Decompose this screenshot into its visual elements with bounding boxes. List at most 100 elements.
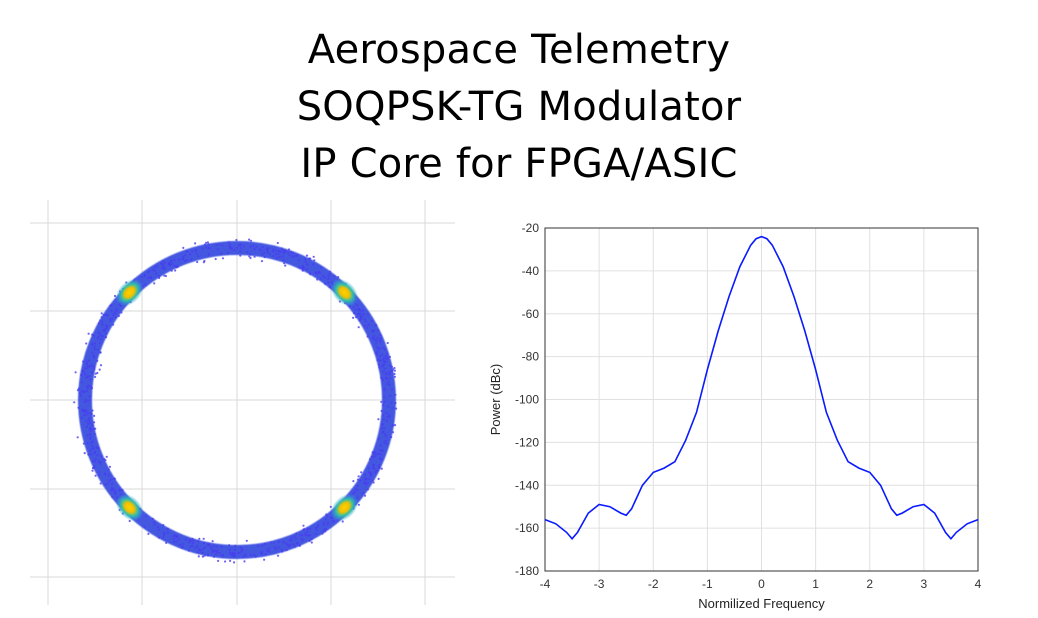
ring-sample-point bbox=[99, 319, 102, 322]
ring-sample-point bbox=[88, 420, 91, 423]
ring-sample-point bbox=[371, 329, 374, 333]
ring-sample-point bbox=[367, 471, 370, 474]
ring-sample-point bbox=[80, 381, 84, 384]
ring-sample-point bbox=[143, 525, 146, 528]
ring-sample-point bbox=[374, 339, 377, 342]
ring-sample-point bbox=[257, 545, 260, 548]
ring-sample-point bbox=[196, 545, 199, 548]
ring-sample-point bbox=[242, 245, 245, 248]
ring-sample-point bbox=[166, 527, 169, 531]
spectrum-grid bbox=[544, 227, 979, 572]
ring-sample-point bbox=[383, 433, 386, 436]
ring-sample-point bbox=[386, 382, 389, 385]
ring-sample-point bbox=[149, 275, 152, 278]
ring-sample-point bbox=[291, 255, 294, 258]
x-tick-label: 1 bbox=[812, 577, 819, 591]
x-tick-label: 4 bbox=[975, 577, 982, 591]
ring-sample-point bbox=[213, 555, 216, 558]
y-tick-label: -100 bbox=[515, 393, 539, 407]
ring-sample-point bbox=[386, 356, 389, 359]
ring-sample-point bbox=[318, 271, 321, 275]
ring-sample-point bbox=[379, 453, 382, 456]
ring-sample-point bbox=[187, 549, 190, 552]
ring-sample-point bbox=[93, 421, 96, 424]
ring-sample-point bbox=[216, 248, 219, 251]
ring-sample-point bbox=[100, 316, 103, 319]
ring-sample-point bbox=[372, 455, 376, 458]
ring-sample-point bbox=[233, 248, 236, 251]
ring-sample-point bbox=[174, 269, 177, 272]
ring-sample-point bbox=[364, 320, 367, 323]
ring-sample-point bbox=[94, 458, 97, 461]
ring-sample-point bbox=[313, 259, 316, 262]
ring-sample-point bbox=[208, 247, 211, 250]
ring-sample-point bbox=[90, 363, 93, 366]
ring-sample-point bbox=[285, 542, 288, 545]
ring-sample-point bbox=[88, 365, 91, 368]
ring-sample-point bbox=[358, 312, 361, 315]
ring-sample-point bbox=[173, 264, 176, 267]
ring-sample-point bbox=[282, 541, 285, 544]
ring-sample-point bbox=[395, 407, 398, 410]
ring-sample-point bbox=[217, 559, 220, 562]
ring-sample-point bbox=[99, 351, 102, 354]
ring-sample-point bbox=[369, 458, 372, 461]
ring-sample-point bbox=[386, 352, 389, 355]
ring-sample-point bbox=[314, 527, 317, 530]
ring-sample-point bbox=[301, 269, 304, 272]
x-tick-label: -3 bbox=[594, 577, 605, 591]
ring-sample-point bbox=[109, 478, 112, 481]
ring-sample-point bbox=[277, 252, 280, 255]
ring-sample-point bbox=[143, 274, 146, 277]
ring-sample-point bbox=[379, 341, 382, 344]
ring-sample-point bbox=[246, 251, 249, 254]
ring-sample-point bbox=[86, 442, 89, 445]
ring-sample-point bbox=[144, 283, 147, 286]
ring-sample-point bbox=[319, 277, 322, 280]
ring-sample-point bbox=[337, 276, 340, 279]
ring-sample-point bbox=[376, 469, 379, 472]
ring-sample-point bbox=[390, 369, 393, 373]
ring-sample-point bbox=[327, 277, 330, 281]
ring-sample-point bbox=[224, 560, 227, 563]
ring-sample-point bbox=[276, 241, 279, 245]
ring-sample-point bbox=[243, 560, 246, 563]
ring-sample-point bbox=[253, 255, 256, 258]
ring-sample-point bbox=[88, 417, 91, 420]
ring-sample-point bbox=[163, 261, 166, 265]
ring-sample-point bbox=[394, 401, 397, 405]
ring-sample-point bbox=[82, 410, 85, 413]
ring-sample-point bbox=[148, 269, 151, 273]
ring-sample-point bbox=[85, 390, 88, 393]
ring-sample-point bbox=[184, 254, 187, 257]
ring-sample-point bbox=[88, 399, 91, 402]
ring-sample-point bbox=[83, 452, 86, 455]
ring-sample-point bbox=[365, 478, 368, 481]
ring-sample-point bbox=[86, 412, 89, 415]
ring-sample-point bbox=[202, 547, 205, 550]
ring-sample-point bbox=[104, 483, 107, 486]
ring-sample-point bbox=[94, 460, 97, 463]
ring-sample-point bbox=[353, 312, 356, 315]
ring-sample-point bbox=[194, 242, 197, 245]
ring-sample-point bbox=[221, 244, 224, 247]
ring-sample-point bbox=[77, 406, 80, 409]
ring-sample-point bbox=[254, 555, 257, 558]
ring-sample-point bbox=[301, 539, 304, 542]
ring-sample-point bbox=[373, 451, 377, 454]
ring-sample-point bbox=[324, 282, 327, 285]
ring-sample-point bbox=[164, 274, 167, 278]
ring-sample-point bbox=[98, 331, 101, 335]
ring-sample-point bbox=[104, 327, 107, 330]
ring-sample-point bbox=[89, 429, 92, 432]
ring-sample-point bbox=[255, 245, 258, 248]
ring-sample-point bbox=[202, 541, 205, 545]
ring-sample-point bbox=[115, 308, 118, 311]
ring-sample-point bbox=[384, 439, 387, 442]
ring-sample-point bbox=[101, 323, 104, 326]
ring-sample-point bbox=[91, 448, 94, 451]
ring-sample-point bbox=[387, 405, 390, 408]
ring-sample-point bbox=[308, 527, 312, 530]
ring-sample-point bbox=[369, 474, 372, 478]
ring-sample-point bbox=[167, 263, 170, 266]
